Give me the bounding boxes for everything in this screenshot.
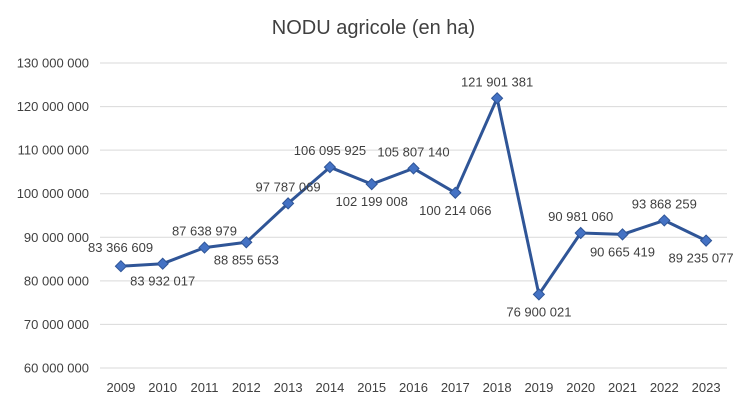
data-label: 76 900 021: [506, 304, 571, 319]
data-point: [323, 160, 337, 174]
y-tick-label: 60 000 000: [24, 361, 89, 376]
data-point: [407, 162, 420, 175]
data-point: [281, 197, 295, 210]
series: [114, 92, 713, 301]
y-tick-label: 70 000 000: [24, 317, 89, 332]
y-tick-label: 90 000 000: [24, 230, 89, 245]
y-axis: 60 000 000 70 000 000 80 000 000 90 000 000…: [17, 56, 89, 376]
data-point: [699, 234, 713, 247]
y-tick-label: 130 000 000: [17, 56, 89, 71]
data-label: 90 981 060: [548, 209, 613, 224]
data-point: [156, 257, 169, 270]
data-label: 106 095 925: [294, 143, 366, 158]
data-label: 93 868 259: [632, 196, 697, 211]
x-tick-label: 2022: [650, 380, 679, 395]
data-label: 105 807 140: [377, 144, 449, 159]
x-axis: 2009 2010 2011 2012 2013 2014 2015 2016 2017 2018…: [106, 380, 720, 395]
x-tick-label: 2012: [232, 380, 261, 395]
data-label: 89 235 077: [669, 251, 734, 266]
data-label: 87 638 979: [172, 224, 237, 239]
data-point: [365, 177, 378, 191]
data-point: [198, 241, 211, 254]
x-tick-label: 2020: [566, 380, 595, 395]
x-tick-label: 2015: [357, 380, 386, 395]
x-tick-label: 2018: [483, 380, 512, 395]
data-label: 102 199 008: [336, 194, 408, 209]
x-tick-label: 2013: [274, 380, 303, 395]
x-tick-label: 2021: [608, 380, 637, 395]
x-tick-label: 2016: [399, 380, 428, 395]
x-tick-label: 2014: [315, 380, 344, 395]
data-point: [114, 259, 128, 273]
data-point: [574, 226, 587, 240]
data-point: [532, 288, 546, 301]
data-label: 100 214 066: [419, 203, 491, 218]
data-point: [240, 236, 253, 249]
data-labels: 83 366 609 83 932 017 87 638 979 88 855 653…: [88, 74, 734, 319]
y-tick-label: 110 000 000: [18, 143, 89, 158]
x-tick-label: 2017: [441, 380, 470, 395]
x-tick-label: 2010: [148, 380, 177, 395]
data-label: 83 932 017: [130, 274, 195, 289]
data-label: 88 855 653: [214, 252, 279, 267]
data-point: [658, 214, 671, 227]
data-point: [490, 92, 504, 105]
x-tick-label: 2023: [692, 380, 721, 395]
data-point: [616, 228, 629, 241]
grid-lines: [100, 62, 727, 369]
data-label: 97 787 069: [256, 179, 321, 194]
y-tick-label: 100 000 000: [17, 186, 89, 201]
x-tick-label: 2019: [524, 380, 553, 395]
y-tick-label: 120 000 000: [17, 99, 89, 114]
series-line: [120, 96, 707, 296]
data-label: 90 665 419: [590, 244, 655, 259]
data-point: [449, 186, 462, 199]
y-tick-label: 80 000 000: [24, 273, 89, 288]
data-label: 83 366 609: [88, 240, 153, 255]
chart-title: NODU agricole (en ha): [272, 17, 475, 39]
x-tick-label: 2011: [191, 380, 219, 395]
data-label: 121 901 381: [461, 74, 533, 89]
x-tick-label: 2009: [106, 380, 135, 395]
